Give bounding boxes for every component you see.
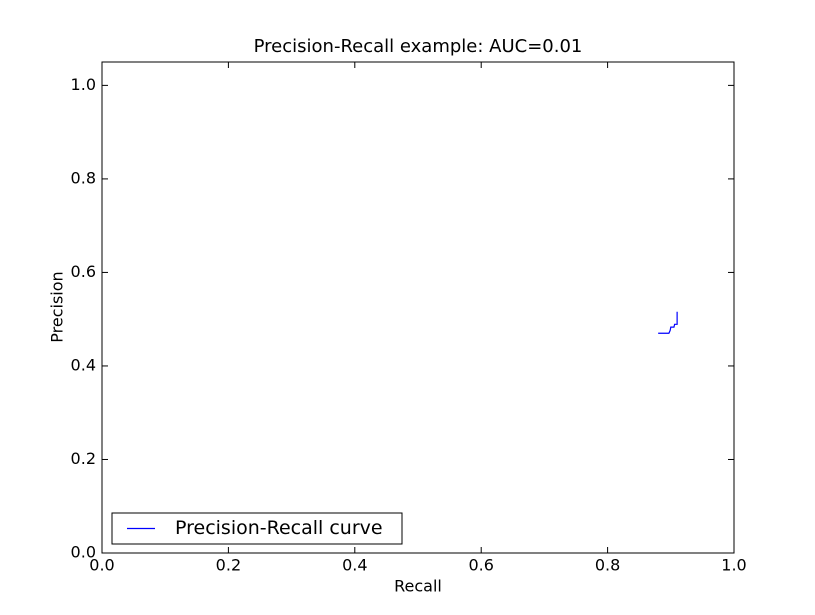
x-tick-label: 0.4 [342,556,367,575]
y-tick-label: 0.0 [71,543,96,562]
y-axis-label: Precision [48,271,67,342]
legend-label: Precision-Recall curve [175,517,383,539]
legend-box [111,512,403,545]
x-axis-label: Recall [394,577,442,596]
x-tick-label: 0.2 [216,556,241,575]
y-tick-label: 1.0 [71,75,96,94]
y-tick-label: 0.8 [71,168,96,187]
y-tick-label: 0.4 [71,355,96,374]
y-tick-label: 0.2 [71,449,96,468]
plot-frame [101,61,735,554]
y-tick-label: 0.6 [71,262,96,281]
x-tick-label: 1.0 [721,556,746,575]
chart-title: Precision-Recall example: AUC=0.01 [254,36,583,57]
x-tick-label: 0.8 [595,556,620,575]
x-tick-label: 0.6 [468,556,493,575]
line-series [658,311,678,334]
x-tick-label: 0.0 [89,556,114,575]
